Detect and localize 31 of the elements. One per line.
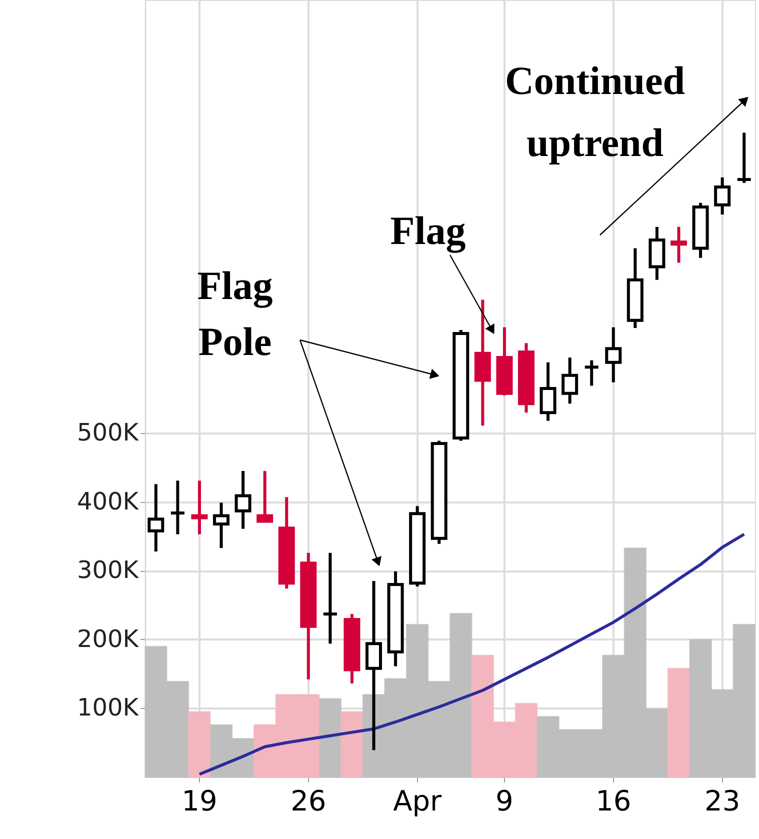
x-tick-label: 19 [182, 784, 218, 818]
bar [318, 698, 342, 778]
annotation: Continued uptrend [504, 58, 686, 165]
bar [340, 711, 364, 778]
bar [667, 668, 690, 778]
candlestick [736, 132, 752, 183]
candlestick [169, 480, 186, 534]
bar [188, 711, 211, 778]
candlestick [605, 327, 622, 382]
y-tick-label: 300K [76, 556, 140, 584]
candlestick [191, 480, 208, 534]
annotation: Flag [390, 208, 466, 253]
candlestick [562, 358, 578, 404]
x-tick-label: 26 [290, 784, 326, 818]
y-tick-label: 200K [76, 624, 140, 653]
y-tick-label: 100K [76, 694, 140, 722]
candlestick [714, 177, 731, 215]
candlestick [322, 552, 338, 644]
x-tick-label: 16 [596, 784, 632, 818]
x-tick-label: Apr [393, 784, 442, 818]
candlestick [234, 471, 252, 529]
x-tick-label: 9 [496, 784, 514, 818]
candlestick [148, 484, 164, 552]
candlestick [670, 226, 688, 263]
y-tick-label: 400K [76, 487, 140, 516]
annotation: Flag Pole [197, 263, 273, 364]
candlestick [212, 502, 230, 548]
candlestick [583, 360, 600, 386]
x-tick-label: 23 [704, 784, 740, 818]
line-series [198, 532, 746, 776]
y-tick-label: 500K [76, 418, 140, 447]
